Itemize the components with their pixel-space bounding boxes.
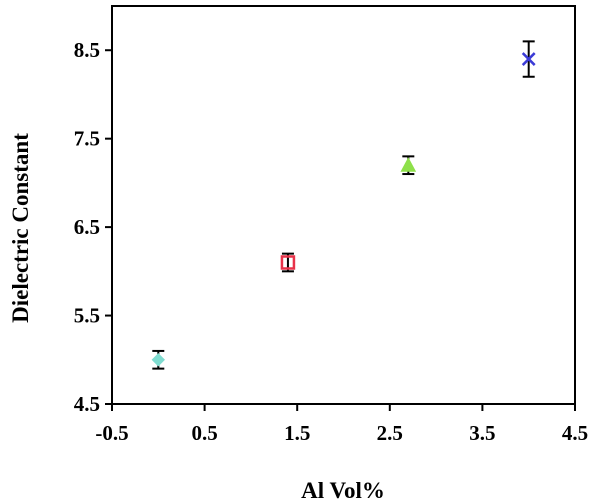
x-tick-label: 2.5 <box>377 421 403 445</box>
x-axis-title: Al Vol% <box>301 478 385 503</box>
y-tick-label: 8.5 <box>74 38 100 62</box>
data-point-diamond <box>151 349 166 370</box>
x-tick-label: 3.5 <box>469 421 495 445</box>
data-point-square <box>280 252 296 273</box>
y-tick-label: 4.5 <box>74 392 100 416</box>
diamond-marker <box>151 353 166 367</box>
x-tick-label: 0.5 <box>191 421 217 445</box>
plot-area-frame <box>111 5 576 405</box>
x-tick-label: -0.5 <box>95 421 128 445</box>
triangle-marker <box>400 157 417 172</box>
x-axis-ticks <box>111 404 576 411</box>
square-marker <box>280 255 296 270</box>
data-point-x <box>521 40 536 78</box>
y-axis-tick-labels: 4.5 5.5 6.5 7.5 8.5 <box>74 38 100 416</box>
data-points <box>151 40 536 370</box>
x-marker-stroke <box>521 52 536 66</box>
y-tick-label: 5.5 <box>74 304 100 328</box>
x-axis-tick-labels: -0.5 0.5 1.5 2.5 3.5 4.5 <box>95 421 588 445</box>
x-tick-label: 4.5 <box>562 421 588 445</box>
x-tick-label: 1.5 <box>284 421 310 445</box>
y-tick-label: 7.5 <box>74 127 100 151</box>
y-axis-ticks <box>105 49 112 405</box>
y-axis-title: Dielectric Constant <box>8 133 33 323</box>
y-tick-label: 6.5 <box>74 215 100 239</box>
data-point-triangle <box>400 155 417 176</box>
